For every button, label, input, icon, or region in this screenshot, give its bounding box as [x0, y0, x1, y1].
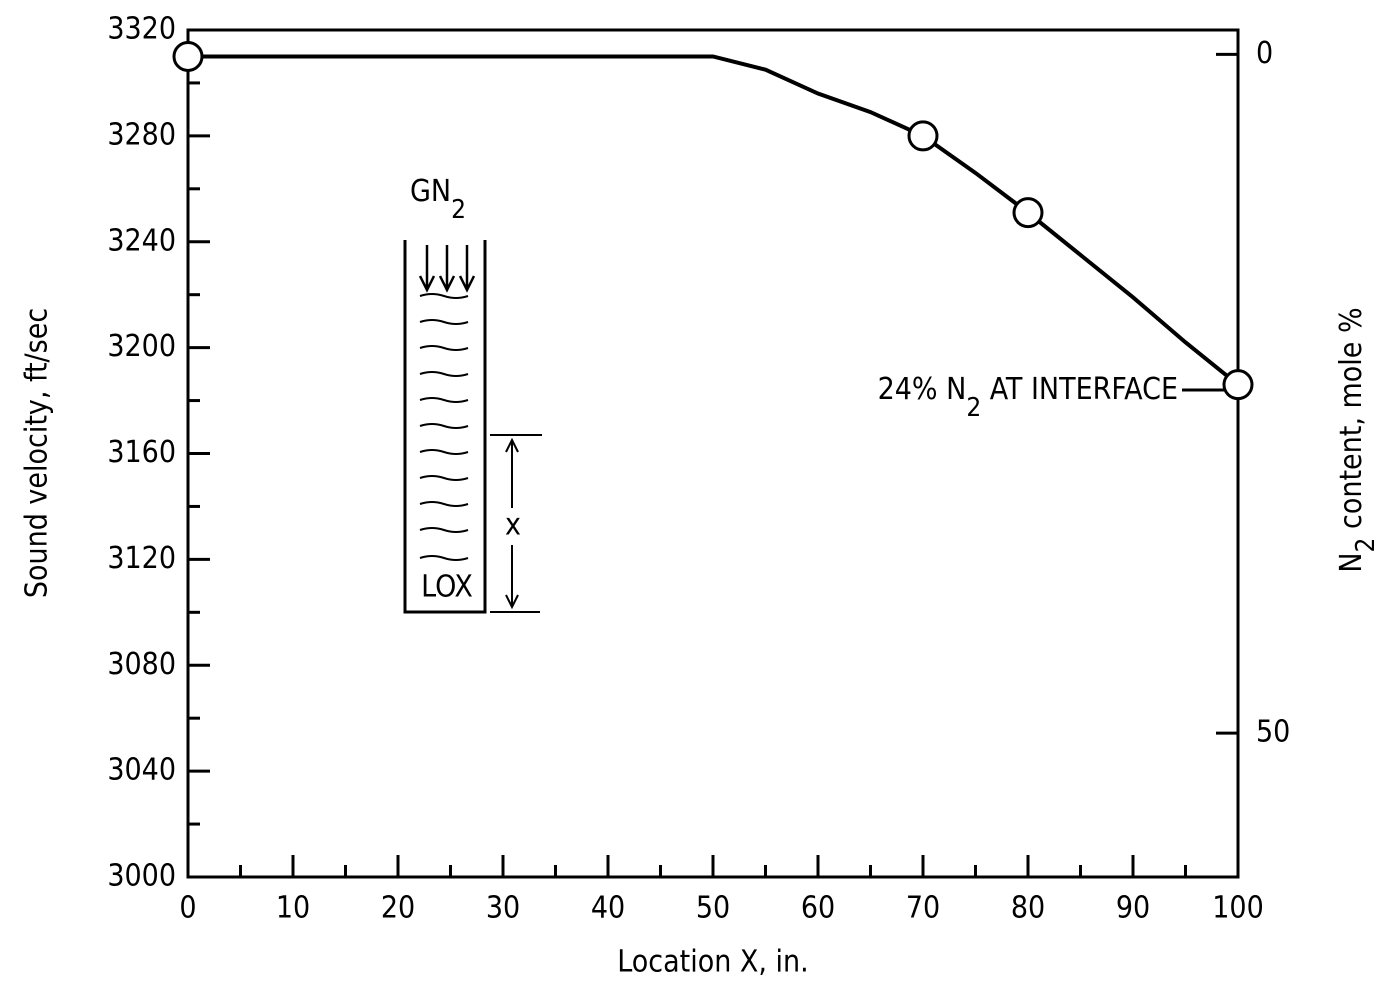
y-tick-label: 3040	[107, 753, 176, 788]
y2-label-part: content, mole %	[1334, 307, 1369, 537]
data-point	[907, 120, 939, 152]
y-tick-label: 3120	[107, 541, 176, 576]
inset-gas-sub: 2	[451, 195, 466, 225]
inset-gas-part: GN	[410, 174, 451, 209]
y2-axis-label: N2 content, mole %	[1334, 307, 1381, 572]
x-tick-label: 40	[591, 891, 625, 926]
liquid-waves	[419, 293, 469, 561]
y2-tick-label: 0	[1256, 36, 1273, 71]
x-tick-label: 100	[1212, 891, 1264, 926]
y-axis-label: Sound velocity, ft/sec	[20, 308, 55, 598]
x-tick-label: 70	[906, 891, 940, 926]
x-axis-label: Location X, in.	[617, 945, 808, 980]
y-tick-label: 3160	[107, 435, 176, 470]
curve	[188, 54, 1240, 387]
inset-diagram	[403, 240, 542, 614]
x-tick-label: 60	[801, 891, 835, 926]
y2-tick-label: 50	[1256, 715, 1290, 750]
x-tick-label: 10	[276, 891, 310, 926]
x-tick-label: 90	[1116, 891, 1150, 926]
tank	[403, 240, 487, 614]
data-point	[1222, 369, 1254, 401]
inset-dimension-label: x	[505, 508, 521, 543]
data-point	[1012, 197, 1044, 229]
inset-gas-label: GN2	[410, 174, 466, 225]
y-tick-label: 3080	[107, 647, 176, 682]
annotation-part: AT INTERFACE	[981, 372, 1178, 407]
y-tick-label: 3320	[107, 12, 176, 47]
x-tick-label: 20	[381, 891, 415, 926]
y2-label-sub: 2	[1351, 538, 1381, 553]
y-tick-label: 3280	[107, 117, 176, 152]
annotation-sub: 2	[966, 393, 981, 423]
x-tick-label: 0	[179, 891, 196, 926]
y2-label-part: N	[1334, 552, 1369, 572]
y-tick-label: 3240	[107, 223, 176, 258]
gas-arrows	[418, 245, 476, 293]
y-tick-label: 3200	[107, 329, 176, 364]
inset-liquid-label: LOX	[421, 570, 473, 605]
annotation-part: 24% N	[878, 372, 967, 407]
data-point	[172, 40, 204, 72]
x-tick-label: 50	[696, 891, 730, 926]
x-tick-label: 80	[1011, 891, 1045, 926]
x-tick-label: 30	[486, 891, 520, 926]
dimension-lines	[490, 434, 542, 613]
y-tick-label: 3000	[107, 859, 176, 894]
annotation: 24% N2 AT INTERFACE	[878, 372, 1178, 423]
plot-frame	[186, 28, 1240, 879]
